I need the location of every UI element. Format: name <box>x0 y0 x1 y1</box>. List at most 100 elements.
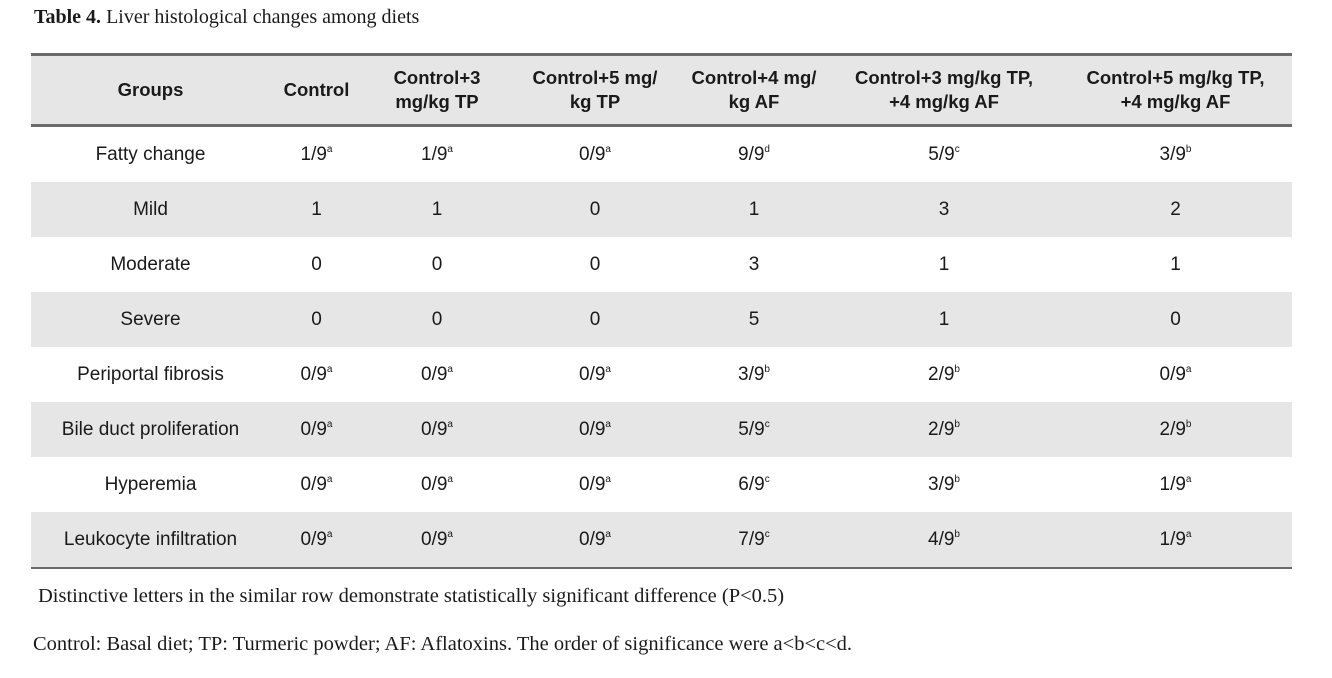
footnote-abbreviations: Control: Basal diet; TP: Turmeric powder… <box>33 633 853 655</box>
significance-letter: b <box>954 473 960 485</box>
table-cell: 0/9a <box>270 402 363 457</box>
table-cell: 0/9a <box>363 512 511 569</box>
cell-value: 0/9 <box>579 143 606 165</box>
table-row: Leukocyte infiltration 0/9a 0/9a 0/9a 7/9c 4/… <box>31 512 1292 569</box>
table-cell: 0/9a <box>363 457 511 512</box>
table-cell: 0/9a <box>511 457 679 512</box>
cell-value: 0/9 <box>421 363 448 385</box>
cell-value: 0/9 <box>300 473 327 495</box>
significance-letter: b <box>954 418 960 430</box>
cell-value: 0/9 <box>300 363 327 385</box>
table-cell: 1/9a <box>270 126 363 183</box>
table-cell: 5/9c <box>679 402 829 457</box>
table-cell: 1 <box>1059 237 1292 292</box>
cell-value: 3 <box>938 198 950 220</box>
row-label: Mild <box>133 198 168 220</box>
significance-letter: c <box>764 473 770 485</box>
cell-value: 9/9 <box>738 143 765 165</box>
table-cell: 1 <box>679 182 829 237</box>
cell-value: 1 <box>1170 253 1181 275</box>
significance-letter: a <box>326 418 333 430</box>
significance-letter: b <box>764 363 770 375</box>
table-cell: 0 <box>511 292 679 347</box>
cell-value: 0 <box>311 308 322 330</box>
cell-value: 0 <box>431 308 443 330</box>
table-cell: 0/9a <box>511 126 679 183</box>
cell-value: 1/9 <box>1159 473 1186 495</box>
header-control-5tp: Control+5 mg/kg TP <box>511 53 679 127</box>
table-row: Mild 1 1 0 1 3 2 <box>31 182 1292 237</box>
significance-letter: a <box>447 418 453 430</box>
cell-value: 0/9 <box>579 473 606 495</box>
cell-value: 5/9 <box>928 143 955 165</box>
cell-value: 7/9 <box>738 528 765 550</box>
table-cell: 2/9b <box>829 402 1059 457</box>
table-cell: 0 <box>1059 292 1292 347</box>
significance-letter: a <box>447 528 453 540</box>
cell-value: 0/9 <box>579 528 606 550</box>
table-row: Moderate 0 0 0 3 1 1 <box>31 237 1292 292</box>
header-control-3tp: Control+3 mg/kg TP <box>363 53 511 127</box>
cell-value: 0 <box>311 253 322 275</box>
significance-letter: a <box>326 473 333 485</box>
table-cell: 0/9a <box>511 512 679 569</box>
cell-value: 3 <box>748 253 760 275</box>
table-cell: 0/9a <box>511 347 679 402</box>
significance-letter: a <box>1185 473 1192 485</box>
header-control: Control <box>270 53 363 127</box>
cell-value: 1/9 <box>421 143 448 165</box>
table-cell: 5 <box>679 292 829 347</box>
table-cell: 0/9a <box>270 347 363 402</box>
table-cell: 9/9d <box>679 126 829 183</box>
significance-letter: a <box>447 473 453 485</box>
cell-value: 0/9 <box>300 418 327 440</box>
cell-value: 1/9 <box>300 143 327 165</box>
cell-value: 0/9 <box>421 528 448 550</box>
cell-value: 4/9 <box>928 528 955 550</box>
table-row: Fatty change 1/9a 1/9a 0/9a 9/9d 5/9c 3/9b <box>31 126 1292 183</box>
cell-value: 1 <box>938 308 950 330</box>
cell-value: 2/9 <box>928 363 955 385</box>
table-cell: 0 <box>363 237 511 292</box>
row-label: Moderate <box>110 253 191 275</box>
significance-letter: a <box>447 143 453 155</box>
table-row: Bile duct proliferation 0/9a 0/9a 0/9a 5/9c 2… <box>31 402 1292 457</box>
table-cell: 3 <box>829 182 1059 237</box>
cell-value: 0/9 <box>421 418 448 440</box>
table-cell: 0/9a <box>270 457 363 512</box>
header-row: Groups Control Control+3 mg/kg TP Control… <box>31 53 1292 127</box>
significance-letter: b <box>954 363 960 375</box>
table-cell: 6/9c <box>679 457 829 512</box>
table-cell: 1 <box>829 292 1059 347</box>
table-cell: 3/9b <box>679 347 829 402</box>
table-body: Fatty change 1/9a 1/9a 0/9a 9/9d 5/9c 3/9b Mild… <box>31 126 1292 569</box>
row-label: Bile duct proliferation <box>61 418 240 440</box>
cell-value: 1 <box>938 253 950 275</box>
significance-letter: b <box>1185 418 1192 430</box>
cell-value: 0/9 <box>579 363 606 385</box>
cell-value: 1 <box>431 198 443 220</box>
row-label: Severe <box>120 308 181 330</box>
cell-value: 5 <box>748 308 760 330</box>
table-cell: 1/9a <box>363 126 511 183</box>
table-cell: 1 <box>829 237 1059 292</box>
cell-value: 0/9 <box>421 473 448 495</box>
footnote-significance: Distinctive letters in the similar row d… <box>38 585 785 607</box>
significance-letter: d <box>764 143 770 155</box>
header-control-5tp-4af: Control+5 mg/kg TP, +4 mg/kg AF <box>1059 53 1292 127</box>
cell-value: 0/9 <box>1159 363 1186 385</box>
table-cell: 0 <box>270 292 363 347</box>
significance-letter: c <box>954 143 960 155</box>
table-cell: 5/9c <box>829 126 1059 183</box>
table-cell: 0 <box>511 237 679 292</box>
header-control-4af: Control+4 mg/kg AF <box>679 53 829 127</box>
table-cell: 1 <box>270 182 363 237</box>
row-label: Leukocyte infiltration <box>31 512 270 569</box>
significance-letter: a <box>605 473 611 485</box>
cell-value: 2/9 <box>928 418 955 440</box>
table-cell: 4/9b <box>829 512 1059 569</box>
cell-value: 0/9 <box>579 418 606 440</box>
header-groups: Groups <box>31 53 270 127</box>
row-label: Fatty change <box>95 143 206 165</box>
header-control-3tp-4af: Control+3 mg/kg TP, +4 mg/kg AF <box>829 53 1059 127</box>
